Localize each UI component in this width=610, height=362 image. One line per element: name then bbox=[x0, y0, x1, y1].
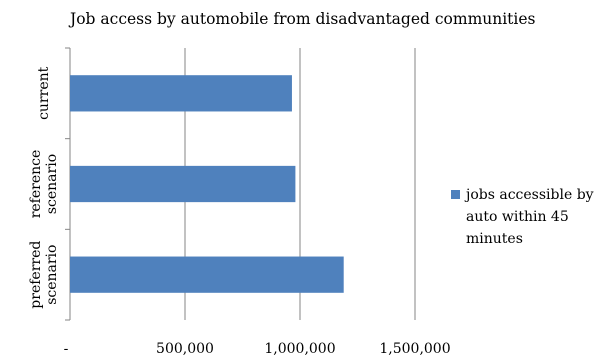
x-tick-label: 1,500,000 bbox=[379, 341, 450, 357]
legend-label: jobs accessible by bbox=[464, 187, 594, 203]
category-label: preferred bbox=[28, 241, 44, 309]
legend-label: auto within 45 bbox=[466, 209, 569, 225]
legend-label: minutes bbox=[466, 231, 523, 247]
legend: jobs accessible by auto within 45 minutes bbox=[451, 187, 594, 247]
category-label: scenario bbox=[44, 245, 60, 305]
x-tick-label: 1,000,000 bbox=[264, 341, 335, 357]
chart-title: Job access by automobile from disadvanta… bbox=[68, 10, 536, 28]
x-tick-label: 500,000 bbox=[156, 341, 214, 357]
category-label: scenario bbox=[44, 154, 60, 214]
legend-swatch bbox=[451, 190, 460, 199]
bar bbox=[70, 165, 296, 203]
x-tick-labels: - 500,000 1,000,000 1,500,000 bbox=[64, 341, 451, 357]
bar bbox=[70, 256, 344, 293]
category-label: current bbox=[36, 66, 52, 120]
category-label: reference bbox=[28, 150, 44, 219]
bars bbox=[70, 75, 344, 293]
axes bbox=[65, 47, 71, 321]
x-tick-label: - bbox=[64, 341, 69, 357]
bar bbox=[70, 75, 292, 112]
